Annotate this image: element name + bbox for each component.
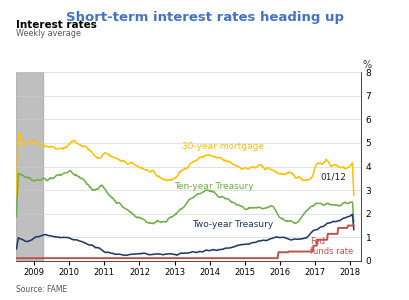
Bar bbox=[16, 72, 43, 261]
Text: Ten-year Treasury: Ten-year Treasury bbox=[174, 182, 254, 191]
Text: Weekly average: Weekly average bbox=[16, 28, 81, 38]
Text: Source: FAME: Source: FAME bbox=[16, 285, 67, 294]
Text: Interest rates: Interest rates bbox=[16, 20, 97, 29]
Text: Short-term interest rates heading up: Short-term interest rates heading up bbox=[66, 11, 343, 23]
Text: %: % bbox=[362, 61, 371, 70]
Text: 01/12: 01/12 bbox=[319, 172, 346, 182]
Text: Two-year Treasury: Two-year Treasury bbox=[192, 220, 273, 229]
Text: Fed
funds rate: Fed funds rate bbox=[309, 237, 352, 256]
Text: 30-year mortgage: 30-year mortgage bbox=[181, 142, 263, 151]
